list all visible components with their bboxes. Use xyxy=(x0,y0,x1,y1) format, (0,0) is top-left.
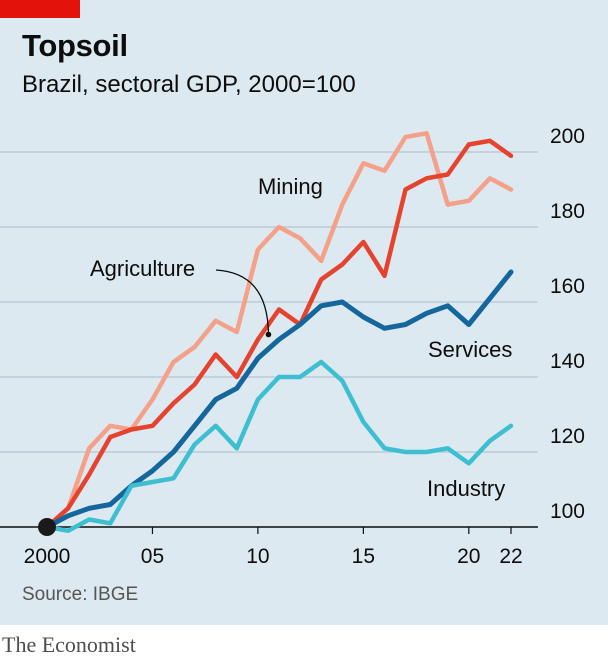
y-tick-label: 200 xyxy=(550,125,585,148)
line-chart: 100 120 140 160 180 200 2000 05 10 15 20 22 Mining… xyxy=(0,125,585,568)
annotation-services: Services xyxy=(428,337,512,362)
series-line-agriculture xyxy=(44,138,514,530)
x-tick-label: 22 xyxy=(499,545,522,568)
x-tick-label: 10 xyxy=(246,545,269,568)
annotation-leader-line xyxy=(215,269,270,335)
y-tick-label: 180 xyxy=(550,200,585,223)
x-tick-label: 2000 xyxy=(24,545,71,568)
series-lines xyxy=(38,131,514,536)
publisher-logo: The Economist xyxy=(2,632,136,657)
brand-red-tag xyxy=(0,0,80,18)
y-axis-tick-labels: 100 120 140 160 180 200 xyxy=(550,125,585,523)
origin-marker xyxy=(38,518,56,536)
series-annotations: Mining Agriculture Services Industry xyxy=(90,174,512,501)
chart-subtitle: Brazil, sectoral GDP, 2000=100 xyxy=(22,71,356,98)
x-axis-tick-labels: 2000 05 10 15 20 22 xyxy=(24,527,523,568)
annotation-agriculture: Agriculture xyxy=(90,256,195,281)
annotation-industry: Industry xyxy=(427,476,505,501)
y-tick-label: 140 xyxy=(550,350,585,373)
source-note: Source: IBGE xyxy=(22,584,139,605)
y-tick-label: 120 xyxy=(550,425,585,448)
annotation-leader-dot xyxy=(265,331,272,338)
x-tick-label: 15 xyxy=(352,545,375,568)
y-tick-label: 100 xyxy=(550,500,585,523)
x-tick-label: 05 xyxy=(141,545,164,568)
series-line-industry xyxy=(44,359,514,534)
series-line-mining xyxy=(44,131,514,530)
series-line-services xyxy=(44,269,514,530)
chart-title: Topsoil xyxy=(22,28,128,63)
x-tick-label: 20 xyxy=(457,545,480,568)
annotation-mining: Mining xyxy=(258,174,323,199)
grid-lines xyxy=(0,151,538,528)
y-tick-label: 160 xyxy=(550,275,585,298)
